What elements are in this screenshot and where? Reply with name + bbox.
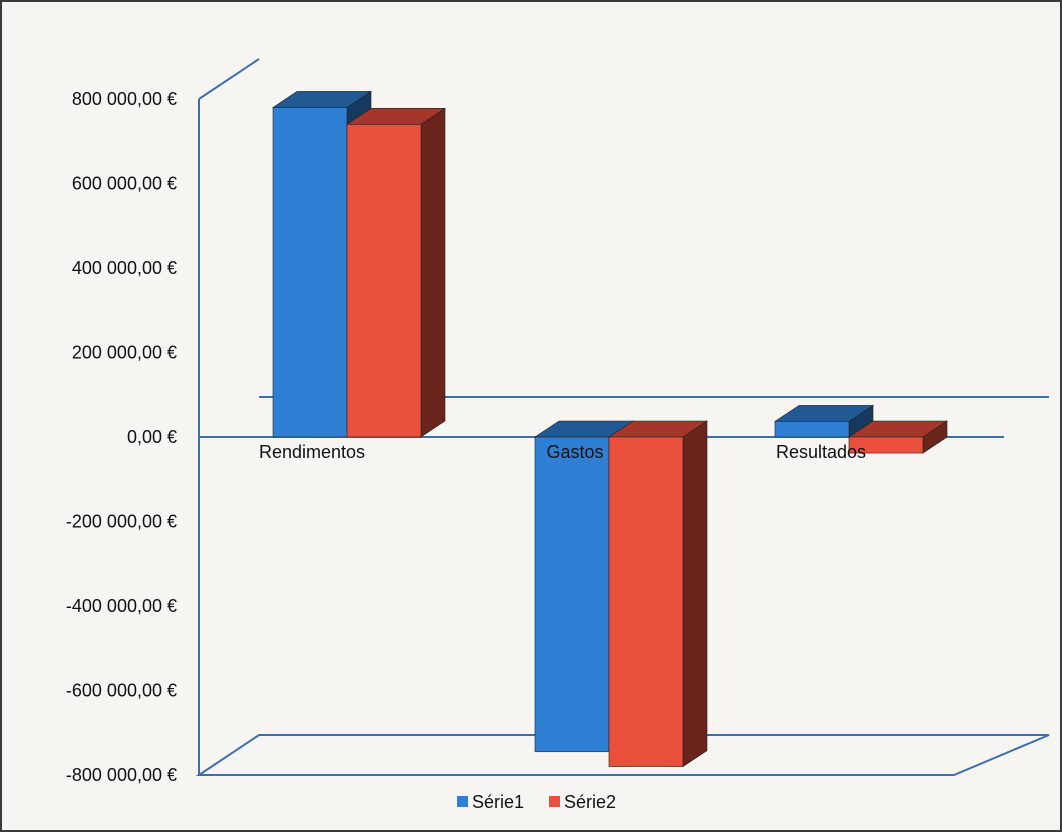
bar-front-face bbox=[848, 436, 924, 454]
legend: Série1 Série2 bbox=[457, 792, 616, 812]
bar-front-face bbox=[608, 436, 684, 767]
bar-resultados-series1 bbox=[774, 404, 874, 438]
legend-label: Série2 bbox=[564, 792, 616, 812]
bar-front-face bbox=[774, 421, 850, 438]
bars bbox=[272, 90, 948, 768]
category-label: Resultados bbox=[776, 442, 866, 462]
y-tick-label: -600 000,00 € bbox=[66, 681, 177, 701]
y-axis bbox=[198, 58, 260, 775]
bar-front-face bbox=[534, 436, 610, 753]
y-tick-label: 200 000,00 € bbox=[72, 343, 177, 363]
bar-side-face bbox=[682, 420, 708, 768]
legend-swatch bbox=[457, 796, 468, 807]
bar-front-face bbox=[272, 107, 348, 438]
y-tick-label: -200 000,00 € bbox=[66, 512, 177, 532]
floor-plane bbox=[195, 734, 1050, 776]
bar-resultados-series2 bbox=[848, 420, 948, 454]
y-axis-depth-line bbox=[198, 58, 260, 100]
bar-rendimentos-series2 bbox=[346, 107, 446, 438]
y-tick-label: 400 000,00 € bbox=[72, 258, 177, 278]
y-tick-label: 600 000,00 € bbox=[72, 174, 177, 194]
y-tick-label: -800 000,00 € bbox=[66, 765, 177, 785]
category-labels: Rendimentos Gastos Resultados bbox=[259, 442, 866, 462]
bar-front-face bbox=[346, 124, 422, 438]
y-tick-label: -400 000,00 € bbox=[66, 596, 177, 616]
legend-swatch bbox=[549, 796, 560, 807]
bar-gastos-series2 bbox=[608, 420, 708, 768]
bar-side-face bbox=[420, 107, 446, 438]
y-axis-tick-labels: 800 000,00 € 600 000,00 € 400 000,00 € 200 … bbox=[66, 89, 177, 785]
category-label: Gastos bbox=[546, 442, 603, 462]
y-tick-label: 0,00 € bbox=[127, 427, 177, 447]
y-tick-label: 800 000,00 € bbox=[72, 89, 177, 109]
category-label: Rendimentos bbox=[259, 442, 365, 462]
legend-label: Série1 bbox=[472, 792, 524, 812]
